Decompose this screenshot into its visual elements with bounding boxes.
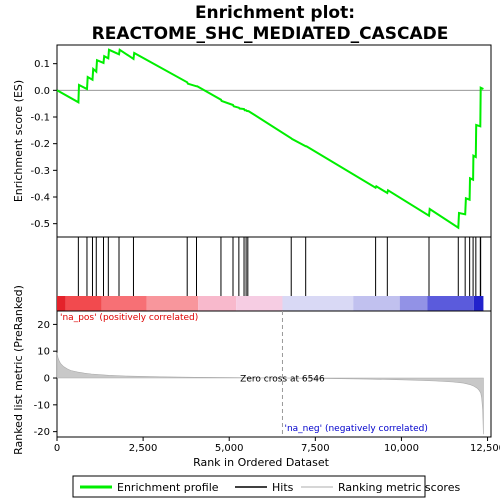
- heat-bar-segment: [236, 296, 283, 311]
- metric-y-tick-label: 10: [37, 347, 50, 358]
- chart-title-line2: REACTOME_SHC_MEDIATED_CASCADE: [92, 24, 449, 44]
- es-y-tick-label: -0.2: [30, 139, 50, 150]
- es-y-tick-label: 0.1: [34, 59, 50, 70]
- legend-hits-label: Hits: [272, 481, 294, 494]
- metric-y-tick-label: -20: [34, 427, 50, 438]
- x-tick-label: 0: [54, 443, 60, 454]
- heat-bar-segment: [353, 296, 400, 311]
- legend-metric-label: Ranking metric scores: [338, 481, 460, 494]
- x-tick-label: 5,000: [215, 443, 244, 454]
- x-tick-label: 12,500: [470, 443, 500, 454]
- x-tick-label: 2,500: [129, 443, 158, 454]
- heat-bar-segment: [473, 296, 484, 311]
- enrichment-profile-line: [56, 48, 484, 230]
- pos-correlated-label: 'na_pos' (positively correlated): [60, 313, 198, 323]
- neg-correlated-label: 'na_neg' (negatively correlated): [284, 424, 427, 434]
- es-y-axis-label: Enrichment score (ES): [12, 80, 25, 202]
- x-tick-label: 10,000: [384, 443, 419, 454]
- heat-bar-segment: [146, 296, 199, 311]
- zero-cross-label: Zero cross at 6546: [240, 375, 325, 385]
- metric-y-axis-label: Ranked list metric (PreRanked): [12, 285, 25, 455]
- metric-panel: Zero cross at 6546 'na_pos' (positively c…: [34, 310, 500, 454]
- heat-bar-segment: [65, 296, 102, 311]
- chart-title-line1: Enrichment plot:: [195, 3, 355, 23]
- metric-y-tick-label: 0: [44, 374, 50, 385]
- legend-enrichment-label: Enrichment profile: [117, 481, 219, 494]
- heat-bar-segment: [399, 296, 428, 311]
- hit-panel: [56, 236, 492, 312]
- heat-bar-segment: [57, 296, 66, 311]
- es-y-tick-label: 0.0: [34, 86, 50, 97]
- legend: Enrichment profile Hits Ranking metric s…: [72, 475, 460, 498]
- es-y-tick-label: -0.1: [30, 113, 50, 124]
- metric-y-tick-label: -10: [34, 400, 50, 411]
- es-y-tick-label: -0.4: [30, 193, 50, 204]
- es-plot-frame: [56, 44, 492, 238]
- metric-plot-frame: [56, 310, 492, 438]
- es-y-tick-label: -0.5: [30, 219, 50, 230]
- x-tick-label: 7,500: [301, 443, 330, 454]
- es-panel: 0.1 0.0 -0.1 -0.2 -0.3 -0.4 -0.5: [30, 44, 492, 238]
- heat-bar-segment: [427, 296, 474, 311]
- heat-bar-segment: [101, 296, 147, 311]
- heat-bar-segment: [198, 296, 237, 311]
- es-y-tick-label: -0.3: [30, 166, 50, 177]
- metric-y-tick-label: 20: [37, 320, 50, 331]
- x-axis-label: Rank in Ordered Dataset: [193, 456, 330, 469]
- heat-bar-segment: [282, 296, 354, 311]
